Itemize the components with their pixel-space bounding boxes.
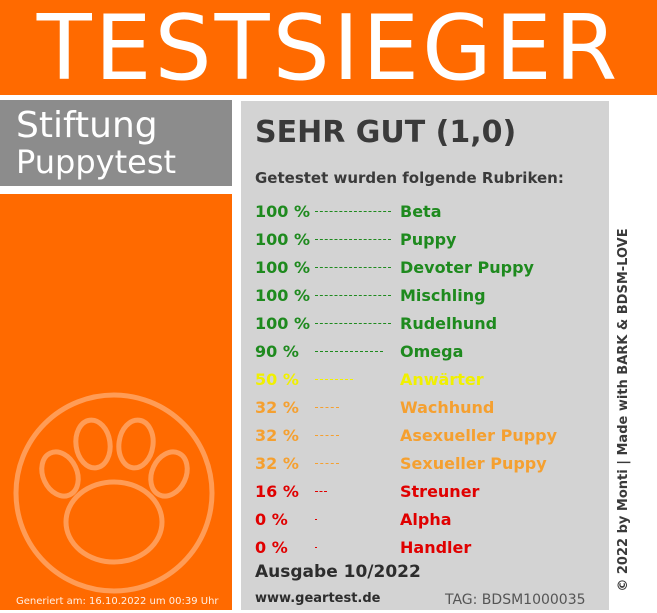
website-link[interactable]: www.geartest.de (255, 591, 381, 606)
tag-label: TAG: BDSM1000035 (445, 592, 586, 608)
generated-timestamp: Generiert am: 16.10.2022 um 00:39 Uhr (16, 596, 219, 607)
category-leader-line (315, 267, 391, 268)
category-row: 16 % Streuner (241, 480, 609, 504)
category-row: 32 % Sexueller Puppy (241, 452, 609, 476)
category-label: Anwärter (400, 370, 484, 389)
category-leader-line (315, 379, 353, 380)
organization-name-line2: Puppytest (16, 143, 177, 181)
category-label: Sexueller Puppy (400, 454, 547, 473)
category-percent: 16 % (255, 482, 299, 501)
category-leader-line (315, 491, 327, 492)
banner: TESTSIEGER (0, 0, 657, 95)
category-percent: 0 % (255, 538, 288, 557)
category-label: Mischling (400, 286, 486, 305)
credit-wrapper: © 2022 by Monti | Made with BARK & BDSM-… (612, 210, 634, 610)
category-leader-line (315, 463, 339, 464)
category-percent: 100 % (255, 230, 310, 249)
result-card: SEHR GUT (1,0) Getestet wurden folgende … (241, 101, 609, 610)
organization-name-line1: Stiftung (16, 105, 158, 146)
category-label: Omega (400, 342, 464, 361)
categories-intro: Getestet wurden folgende Rubriken: (255, 169, 564, 187)
issue-label: Ausgabe 10/2022 (255, 562, 421, 582)
category-leader-line (315, 351, 383, 352)
category-percent: 100 % (255, 202, 310, 221)
category-row: 0 % Handler (241, 536, 609, 560)
category-label: Puppy (400, 230, 457, 249)
category-percent: 100 % (255, 314, 310, 333)
left-orange-panel (0, 194, 232, 610)
organization-box: Stiftung Puppytest (0, 100, 232, 186)
category-row: 100 % Beta (241, 200, 609, 224)
category-percent: 100 % (255, 286, 310, 305)
category-label: Handler (400, 538, 472, 557)
category-percent: 50 % (255, 370, 299, 389)
category-label: Streuner (400, 482, 480, 501)
category-row: 100 % Devoter Puppy (241, 256, 609, 280)
category-row: 100 % Rudelhund (241, 312, 609, 336)
category-row: 90 % Omega (241, 340, 609, 364)
category-leader-line (315, 323, 391, 324)
category-row: 50 % Anwärter (241, 368, 609, 392)
banner-title: TESTSIEGER (36, 0, 621, 95)
category-row: 100 % Puppy (241, 228, 609, 252)
category-label: Wachhund (400, 398, 495, 417)
category-row: 32 % Wachhund (241, 396, 609, 420)
category-leader-line (315, 239, 391, 240)
copyright-credit: © 2022 by Monti | Made with BARK & BDSM-… (616, 228, 631, 592)
category-leader-line (315, 519, 317, 520)
category-label: Beta (400, 202, 442, 221)
category-row: 32 % Asexueller Puppy (241, 424, 609, 448)
category-leader-line (315, 211, 391, 212)
category-label: Rudelhund (400, 314, 498, 333)
category-percent: 32 % (255, 398, 299, 417)
paw-icon (13, 392, 215, 594)
category-leader-line (315, 547, 317, 548)
grade-heading: SEHR GUT (1,0) (255, 115, 517, 150)
category-percent: 32 % (255, 426, 299, 445)
category-label: Devoter Puppy (400, 258, 534, 277)
category-label: Asexueller Puppy (400, 426, 558, 445)
category-leader-line (315, 295, 391, 296)
category-percent: 0 % (255, 510, 288, 529)
category-leader-line (315, 407, 339, 408)
category-label: Alpha (400, 510, 452, 529)
category-row: 0 % Alpha (241, 508, 609, 532)
category-percent: 32 % (255, 454, 299, 473)
category-leader-line (315, 435, 339, 436)
category-percent: 90 % (255, 342, 299, 361)
category-row: 100 % Mischling (241, 284, 609, 308)
category-percent: 100 % (255, 258, 310, 277)
